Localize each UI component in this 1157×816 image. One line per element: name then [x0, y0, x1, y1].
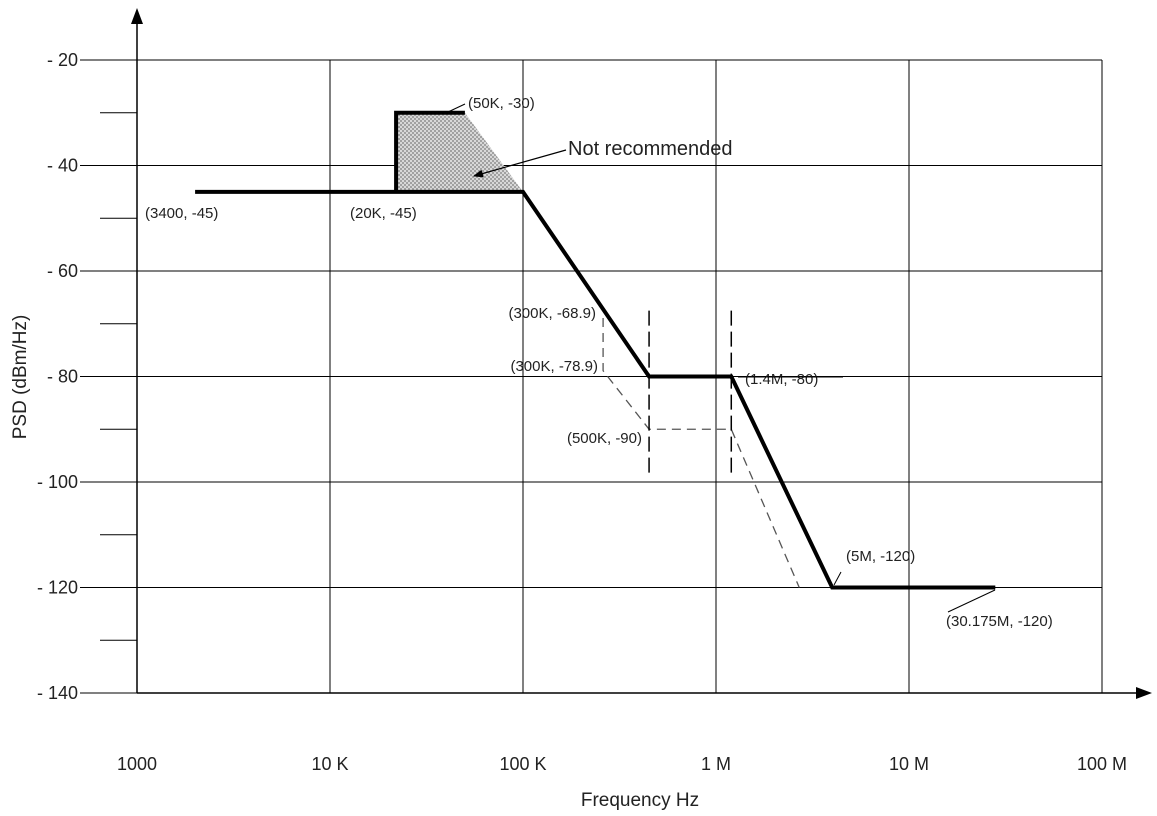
callout-label: Not recommended: [568, 138, 733, 160]
y-tick-label: - 60: [47, 261, 78, 281]
point-label: (300K, -68.9): [508, 305, 596, 322]
point-label: (3400, -45): [145, 205, 218, 222]
y-axis-title: PSD (dBm/Hz): [10, 315, 31, 440]
callout-arrow: [473, 149, 567, 178]
point-label: (300K, -78.9): [510, 358, 598, 375]
series: [195, 189, 996, 590]
y-tick-label: - 140: [37, 683, 78, 703]
point-label: (30.175M, -120): [946, 613, 1053, 630]
not-recommended-region: [394, 110, 523, 192]
x-tick-label: 1000: [117, 754, 157, 774]
x-tick-label: 100 K: [499, 754, 546, 774]
not-recommended-outline: [394, 110, 465, 192]
annotations: (3400, -45) (20K, -45) (50K, -30) (300K, -6…: [145, 95, 1053, 630]
x-tick-label: 10 M: [889, 754, 929, 774]
point-label: (500K, -90): [567, 430, 642, 447]
x-tick-label: 10 K: [311, 754, 348, 774]
x-tick-label: 100 M: [1077, 754, 1127, 774]
point-label: (5M, -120): [846, 548, 915, 565]
y-axis-arrow: [131, 8, 143, 24]
x-axis-title: Frequency Hz: [581, 790, 699, 811]
psd-mask-line: [195, 189, 996, 590]
x-axis-arrow: [1136, 687, 1152, 699]
y-tick-label: - 20: [47, 50, 78, 70]
point-label: (20K, -45): [350, 205, 417, 222]
leader-line: [447, 103, 466, 113]
x-tick-label: 1 M: [701, 754, 731, 774]
y-tick-label: - 120: [37, 578, 78, 598]
y-tick-label: - 80: [47, 367, 78, 387]
vertical-markers: [648, 310, 733, 475]
point-label: (1.4M, -80): [745, 371, 818, 388]
y-tick-label: - 100: [37, 472, 78, 492]
not-recommended-area: [396, 112, 523, 192]
y-tick-label: - 40: [47, 156, 78, 176]
tick-labels: - 20 - 40 - 60 - 80 - 100 - 120 - 140 1000 10 K 1…: [37, 50, 1127, 774]
axes: [131, 8, 1152, 699]
leader-line: [947, 589, 996, 613]
grid: [80, 59, 1103, 694]
leader-line: [833, 571, 842, 586]
point-label: (50K, -30): [468, 95, 535, 112]
